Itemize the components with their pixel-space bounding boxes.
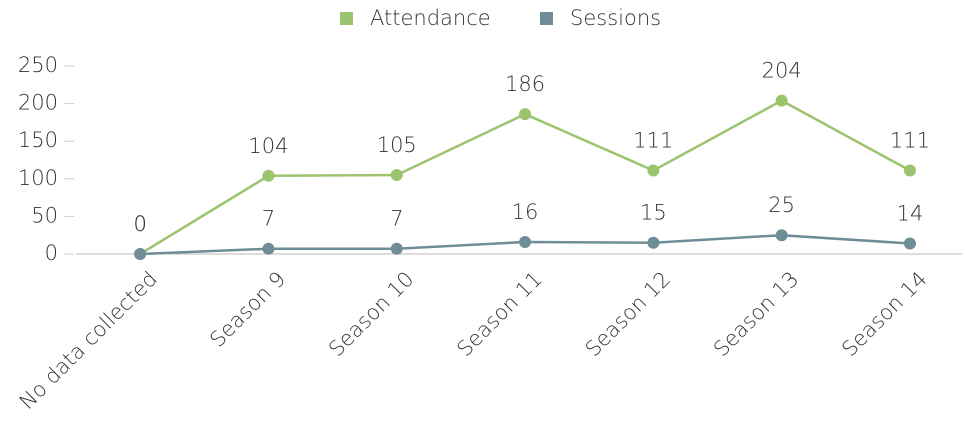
- point: [134, 248, 147, 260]
- data-label: 204: [762, 59, 802, 83]
- data-label: 186: [505, 72, 545, 96]
- point: [647, 236, 660, 249]
- data-label: 0: [133, 212, 146, 236]
- y-tick-label: 250: [18, 53, 58, 77]
- point: [519, 235, 532, 248]
- data-label: 7: [262, 207, 275, 231]
- point: [647, 164, 660, 177]
- point: [775, 94, 788, 107]
- legend-swatch: [340, 12, 353, 25]
- data-label: 111: [890, 129, 930, 153]
- y-tick-label: 150: [18, 128, 58, 152]
- y-tick-label: 200: [18, 91, 58, 115]
- data-label: 16: [512, 200, 539, 224]
- data-label: 25: [768, 193, 795, 217]
- point: [390, 242, 403, 255]
- point: [519, 108, 532, 121]
- x-tick-label: Season 10: [324, 267, 418, 361]
- point: [262, 242, 275, 255]
- point: [903, 164, 916, 177]
- x-tick-label: No data collected: [15, 267, 162, 414]
- y-tick-label: 100: [18, 166, 58, 190]
- legend-label: Attendance: [370, 6, 491, 30]
- data-label: 104: [248, 134, 288, 158]
- legend-label: Sessions: [570, 6, 661, 30]
- point: [390, 169, 403, 182]
- point: [262, 169, 275, 182]
- x-tick-label: Season 9: [205, 267, 290, 352]
- y-tick-label: 50: [31, 203, 58, 227]
- point: [903, 237, 916, 250]
- series-line: [139, 99, 911, 256]
- legend-swatch: [540, 12, 553, 25]
- y-tick-label: 0: [45, 241, 58, 265]
- x-tick-label: Season 13: [709, 267, 803, 361]
- x-tick-label: Season 11: [452, 267, 546, 361]
- x-tick-label: Season 12: [581, 267, 675, 361]
- data-label: 111: [633, 129, 673, 153]
- data-label: 14: [897, 201, 924, 225]
- point: [775, 229, 788, 242]
- data-label: 0: [133, 212, 146, 236]
- data-label: 7: [390, 207, 403, 231]
- data-label: 105: [377, 133, 417, 157]
- x-tick-label: Season 14: [837, 267, 931, 361]
- data-label: 15: [640, 201, 667, 225]
